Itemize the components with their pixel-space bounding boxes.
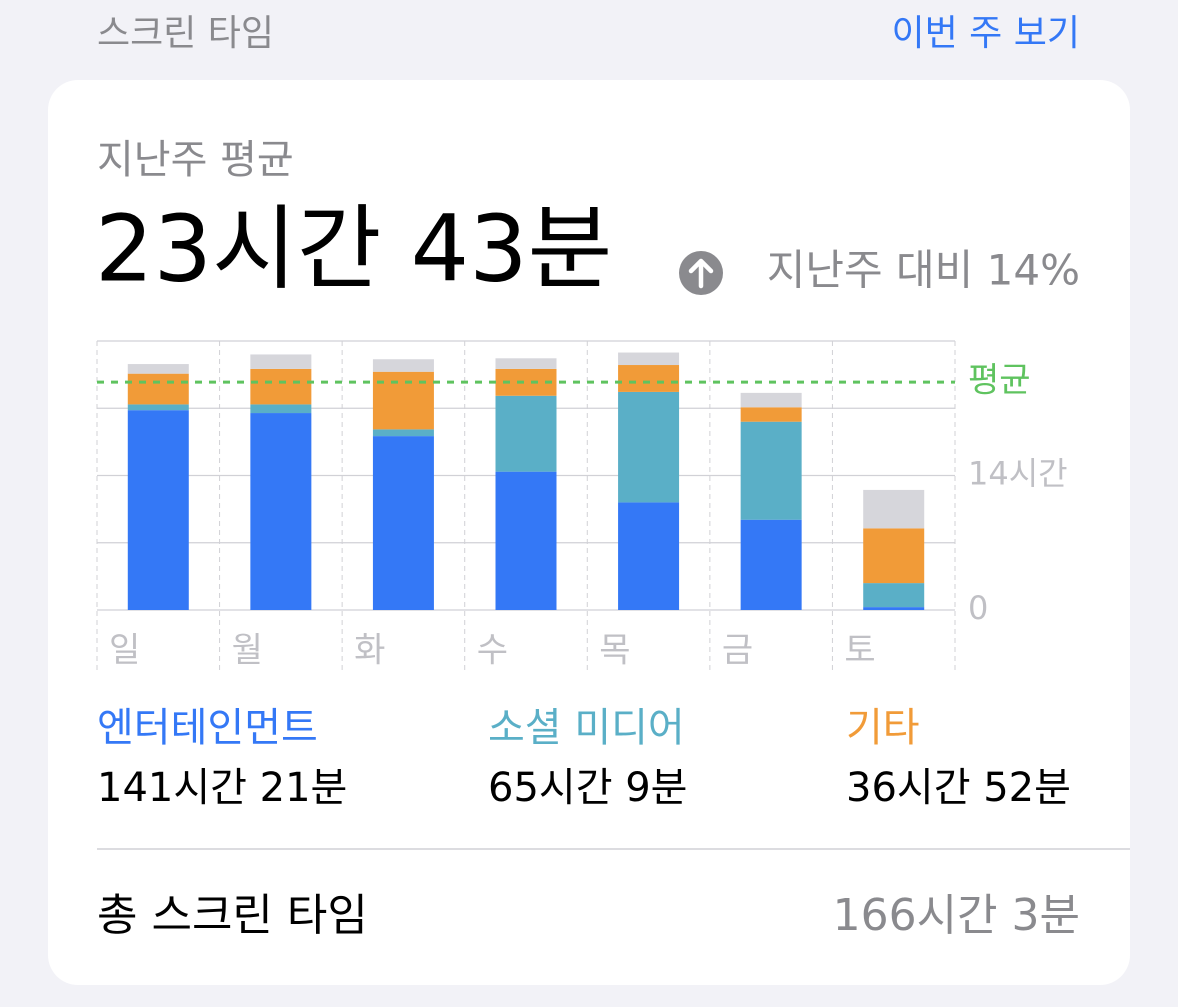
bar-segment	[372, 359, 434, 372]
x-tick-label: 토	[844, 631, 875, 671]
bar-segment	[250, 354, 312, 369]
bar-segment	[127, 404, 189, 411]
bar-segment	[495, 358, 557, 369]
bar-segment	[863, 583, 925, 608]
legend-name: 기타	[846, 705, 920, 751]
view-week-link[interactable]: 이번 주 보기	[892, 13, 1081, 54]
card	[48, 80, 1130, 985]
total-label: 총 스크린 타임	[97, 890, 368, 941]
x-tick-label: 목	[599, 631, 630, 671]
bar-segment	[863, 489, 925, 529]
bar-segment	[740, 392, 802, 408]
x-tick-label: 수	[477, 631, 508, 671]
average-line-label: 평균	[968, 361, 1031, 401]
bar-segment	[127, 410, 189, 610]
bar-segment	[618, 502, 680, 610]
legend-total: 65시간 9분	[488, 765, 687, 811]
bar-segment	[618, 352, 680, 366]
legend-total: 141시간 21분	[97, 765, 347, 811]
average-value: 23시간 43분	[95, 195, 612, 302]
up-arrow-icon	[679, 251, 723, 295]
y-tick-label: 14시간	[968, 455, 1068, 493]
bar-segment	[740, 519, 802, 610]
bar-segment	[372, 429, 434, 437]
bar-segment	[863, 528, 925, 584]
bar-segment	[495, 471, 557, 610]
bar-segment	[618, 391, 680, 503]
x-tick-label: 화	[354, 631, 385, 671]
legend-name: 소셜 미디어	[488, 705, 685, 751]
bar-segment	[372, 371, 434, 430]
total-value: 166시간 3분	[833, 890, 1080, 941]
bar-segment	[740, 407, 802, 422]
x-tick-label: 금	[722, 631, 753, 671]
x-tick-label: 일	[109, 631, 140, 671]
bar-segment	[250, 404, 312, 414]
bar-segment	[372, 436, 434, 610]
legend-total: 36시간 52분	[846, 765, 1071, 811]
bar-segment	[618, 365, 680, 392]
section-title: 스크린 타임	[97, 13, 274, 54]
bar-segment	[863, 607, 925, 610]
change-text: 지난주 대비 14%	[767, 246, 1080, 295]
bar-segment	[127, 364, 189, 374]
average-label: 지난주 평균	[97, 137, 294, 183]
x-tick-label: 월	[232, 631, 263, 671]
y-tick-label: 0	[968, 589, 988, 627]
bar-segment	[250, 368, 312, 405]
legend-name: 엔터테인먼트	[97, 705, 318, 751]
bar-segment	[495, 395, 557, 472]
bar-segment	[250, 413, 312, 610]
bar-segment	[740, 421, 802, 520]
bar-segment	[127, 373, 189, 405]
